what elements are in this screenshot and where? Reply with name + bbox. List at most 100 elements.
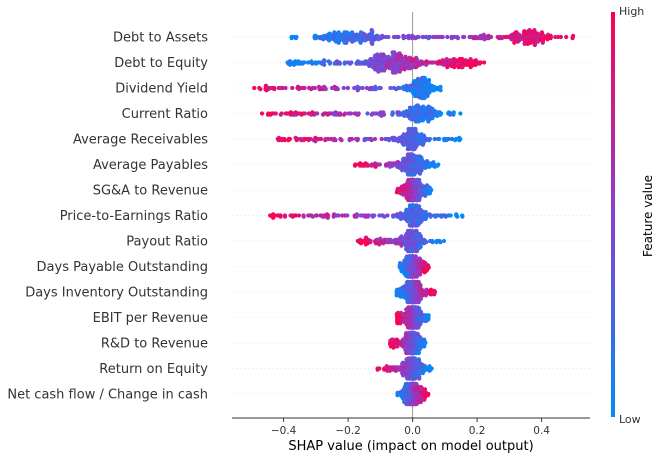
shap-point [420,34,425,40]
shap-point [407,218,412,223]
shap-point [309,59,314,64]
shap-point [295,84,301,89]
shap-point [423,138,429,143]
shap-point [417,95,422,100]
shap-point [399,234,404,239]
shap-point [323,138,328,143]
feature-label: Current Ratio [122,107,208,122]
colorbar: High Low Feature value [611,5,655,426]
shap-point [398,294,403,299]
shap-point [355,32,360,37]
shap-point [417,335,423,340]
shap-point [388,85,393,91]
shap-point [386,138,392,143]
shap-point [334,59,340,64]
shap-point [342,61,347,66]
shap-point [411,117,416,122]
shap-point [427,368,432,373]
shap-point [460,34,466,40]
shap-point [405,146,411,152]
shap-point [411,203,416,208]
shap-point [258,87,263,92]
x-tick-label: 0.0 [404,425,421,437]
shap-point [537,33,543,38]
shap-point [417,170,422,175]
shap-point [358,237,363,242]
shap-point [391,345,396,350]
shap-point [313,139,318,144]
shap-point [386,65,391,70]
shap-point [404,401,409,407]
shap-point [372,136,378,142]
x-tick-label: −0.4 [271,425,297,437]
shap-point [414,228,419,234]
shap-point [395,52,400,57]
shap-point [349,136,355,142]
shap-point [263,83,268,88]
shap-point [376,55,382,61]
shap-point [410,33,415,38]
shap-point [291,61,296,66]
x-tick-label: −0.2 [335,425,361,437]
shap-point [418,309,423,314]
shap-point [417,232,422,237]
shap-point [400,313,405,318]
shap-point [396,34,401,40]
shap-point [405,131,410,136]
shap-point [445,65,450,70]
shap-point [444,56,449,62]
shap-point [379,136,384,142]
shap-point [371,59,377,64]
shap-point [354,61,359,66]
shap-point [532,28,537,33]
shap-point [407,248,412,254]
shap-point [299,112,304,117]
shap-point [481,32,486,37]
shap-point [407,228,413,234]
shap-point [420,371,425,376]
shap-point [372,213,377,218]
shap-point [396,317,401,322]
shap-point [395,241,400,246]
shap-point [416,350,421,356]
shap-point [361,31,366,36]
shap-point [394,87,399,92]
shap-point [431,60,436,65]
feature-label: Dividend Yield [115,82,208,97]
shap-point [541,33,546,38]
shap-point [407,83,413,88]
shap-point [421,344,426,349]
shap-point [336,40,341,45]
shap-point [558,34,563,40]
shap-point [356,112,361,117]
shap-point [341,85,346,91]
shap-point [413,130,418,135]
shap-point [409,325,414,330]
shap-point [381,241,386,246]
shap-point [267,85,272,91]
shap-point [326,59,331,64]
shap-point [525,41,530,47]
shap-point [481,60,487,65]
shap-point [283,85,288,91]
shap-point [415,103,420,108]
shap-point [319,61,325,66]
shap-point [405,376,410,381]
shap-point [331,111,336,116]
shap-point [381,110,386,115]
shap-point [382,367,387,372]
shap-point [401,142,406,147]
shap-point [393,368,398,373]
shap-point [420,118,426,123]
shap-point [396,139,401,144]
shap-point [410,197,415,203]
shap-point [477,61,482,66]
shap-point [395,186,400,191]
shap-point [540,40,545,45]
shap-point [437,59,442,64]
shap-point [413,357,418,362]
shap-point [352,85,357,91]
shap-point [411,221,416,226]
shap-point [360,61,365,66]
feature-label: Payout Ratio [126,235,208,250]
